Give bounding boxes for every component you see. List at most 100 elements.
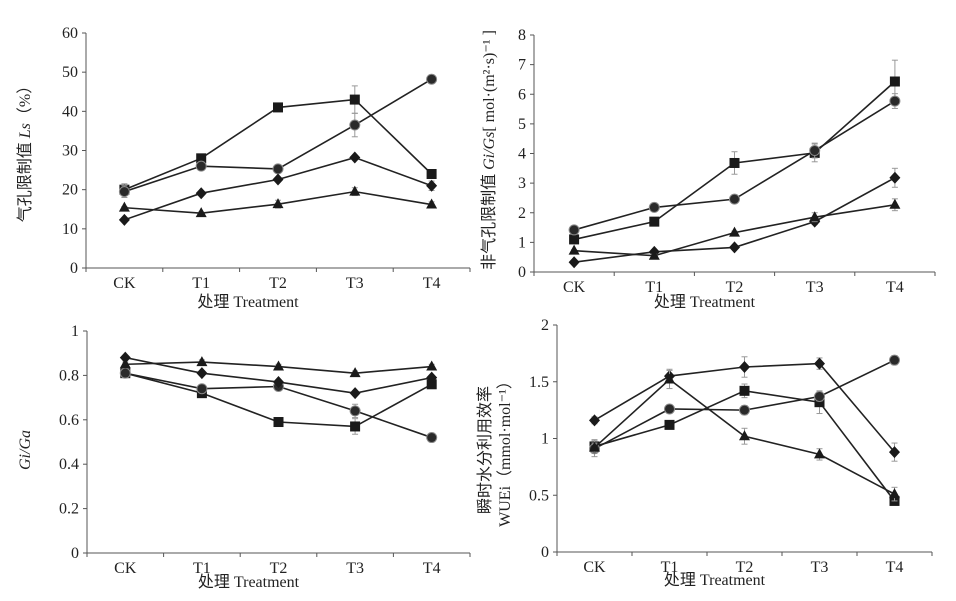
y-tick-label: 0 <box>541 544 549 561</box>
data-point-diamond <box>729 241 740 254</box>
x-tick-label: T1 <box>193 560 211 577</box>
y-axis-label-part: Ls <box>17 123 34 139</box>
data-point-circle <box>119 367 131 379</box>
data-point-diamond <box>426 371 438 384</box>
data-point-diamond <box>119 351 131 364</box>
x-axis-label: 处理 Treatment <box>197 293 299 311</box>
y-tick-label: 8 <box>518 27 526 44</box>
y-tick-label: 1 <box>71 323 79 340</box>
data-point-triangle <box>889 488 900 499</box>
data-point-diamond <box>349 151 361 164</box>
y-tick-label: 0 <box>518 264 526 281</box>
data-point-square <box>196 153 207 164</box>
data-point-circle <box>272 163 284 175</box>
y-tick-label: 1 <box>518 234 526 251</box>
x-tick-label: CK <box>114 560 137 577</box>
series-circle <box>118 73 438 198</box>
data-point-diamond <box>196 367 208 380</box>
y-tick-label: 3 <box>518 175 526 192</box>
chart-panel-4: 0 0.5 1 1.5 2 CK T1 T2 T3 T4 处理 Treatment 瞬时水分利用效率 W… <box>476 317 933 589</box>
x-tick-label: T3 <box>346 560 364 577</box>
x-axis-label: 处理 Treatment <box>198 573 300 591</box>
x-tick-label: T4 <box>423 560 441 577</box>
series-diamond <box>119 351 438 400</box>
data-point-diamond <box>272 173 284 186</box>
y-axis-label: 非气孔限制值 Gi/Gs[ mol·(m²·s)⁻¹ ] <box>480 30 498 270</box>
y-tick-label: 7 <box>518 57 526 74</box>
data-point-triangle <box>118 201 130 212</box>
y-tick-label: 4 <box>518 146 526 163</box>
chart-panel-1: 0 10 20 30 40 50 60 CK T1 T2 T3 T4 处理 Treatment 气孔限制值… <box>16 25 471 311</box>
x-tick-label: CK <box>583 559 606 576</box>
y-tick-label: 2 <box>518 205 526 222</box>
x-tick-label: T2 <box>270 560 288 577</box>
y-axis-label-part: [ mol·(m²·s)⁻¹ ] <box>481 30 498 132</box>
data-point-triangle <box>349 367 361 378</box>
y-tick-label: 0 <box>70 260 78 277</box>
y-tick-label: 40 <box>62 103 78 120</box>
data-point-circle <box>568 224 580 236</box>
data-point-square <box>739 385 750 396</box>
data-point-circle <box>664 403 675 415</box>
y-tick-label: 0.4 <box>59 456 79 473</box>
data-point-square <box>569 234 580 245</box>
data-point-triangle <box>119 358 131 369</box>
series-triangle <box>118 185 438 218</box>
data-point-triangle <box>426 198 438 209</box>
x-tick-label: T1 <box>192 275 210 292</box>
data-point-circle <box>118 186 130 198</box>
x-tick-label: T3 <box>806 279 824 296</box>
data-point-triangle <box>426 360 438 371</box>
data-point-square <box>350 421 361 432</box>
series-triangle <box>589 369 900 502</box>
data-point-triangle <box>729 226 740 237</box>
data-point-circle <box>349 405 361 417</box>
y-tick-label: 1.5 <box>529 374 549 391</box>
y-tick-label: 0.6 <box>59 412 79 429</box>
chart-panel-3: 0 0.2 0.4 0.6 0.8 1 CK T1 T2 T3 T4 处理 Treatment Gi/G… <box>17 323 471 591</box>
data-point-square <box>649 216 660 227</box>
y-axis-label: 瞬时水分利用效率 <box>476 386 494 514</box>
y-tick-label: 0 <box>71 545 79 562</box>
x-tick-label: T3 <box>811 559 829 576</box>
data-point-circle <box>195 160 207 172</box>
data-point-diamond <box>889 446 900 459</box>
data-point-triangle <box>349 185 361 196</box>
data-point-diamond <box>739 360 750 373</box>
y-tick-label: 5 <box>518 116 526 133</box>
y-tick-label: 60 <box>62 25 78 42</box>
y-tick-label: 1 <box>541 431 549 448</box>
y-tick-label: 6 <box>518 86 526 103</box>
data-point-triangle <box>739 430 750 441</box>
data-point-circle <box>648 201 660 213</box>
data-point-triangle <box>196 356 208 367</box>
series-circle <box>568 93 901 236</box>
data-point-circle <box>426 432 438 444</box>
y-axis-label-part: 非气孔限制值 <box>480 170 498 270</box>
data-point-diamond <box>568 256 580 269</box>
data-point-circle <box>196 383 208 395</box>
x-tick-label: CK <box>113 275 136 292</box>
data-point-diamond <box>195 187 207 200</box>
data-point-square <box>814 397 825 408</box>
data-point-square <box>664 419 675 430</box>
y-tick-label: 0.2 <box>59 501 79 518</box>
x-tick-label: T4 <box>886 279 904 296</box>
y-tick-label: 50 <box>62 64 78 81</box>
data-point-triangle <box>648 249 660 260</box>
series-diamond <box>118 151 438 226</box>
y-axis-label: WUEi（mmol·mol⁻¹） <box>496 373 514 527</box>
data-point-square <box>273 417 284 428</box>
x-tick-label: T2 <box>726 279 744 296</box>
x-axis-label: 处理 Treatment <box>664 571 766 589</box>
data-point-triangle <box>809 211 821 222</box>
y-axis-label-part: Gi/Ga <box>17 430 34 470</box>
data-point-square <box>729 157 740 168</box>
data-point-square <box>889 76 900 87</box>
x-tick-label: T2 <box>269 275 287 292</box>
y-axis-label-part: Gi/Gs <box>481 132 498 170</box>
x-tick-label: T1 <box>645 279 663 296</box>
data-point-diamond <box>889 171 901 184</box>
series-triangle <box>119 356 438 378</box>
